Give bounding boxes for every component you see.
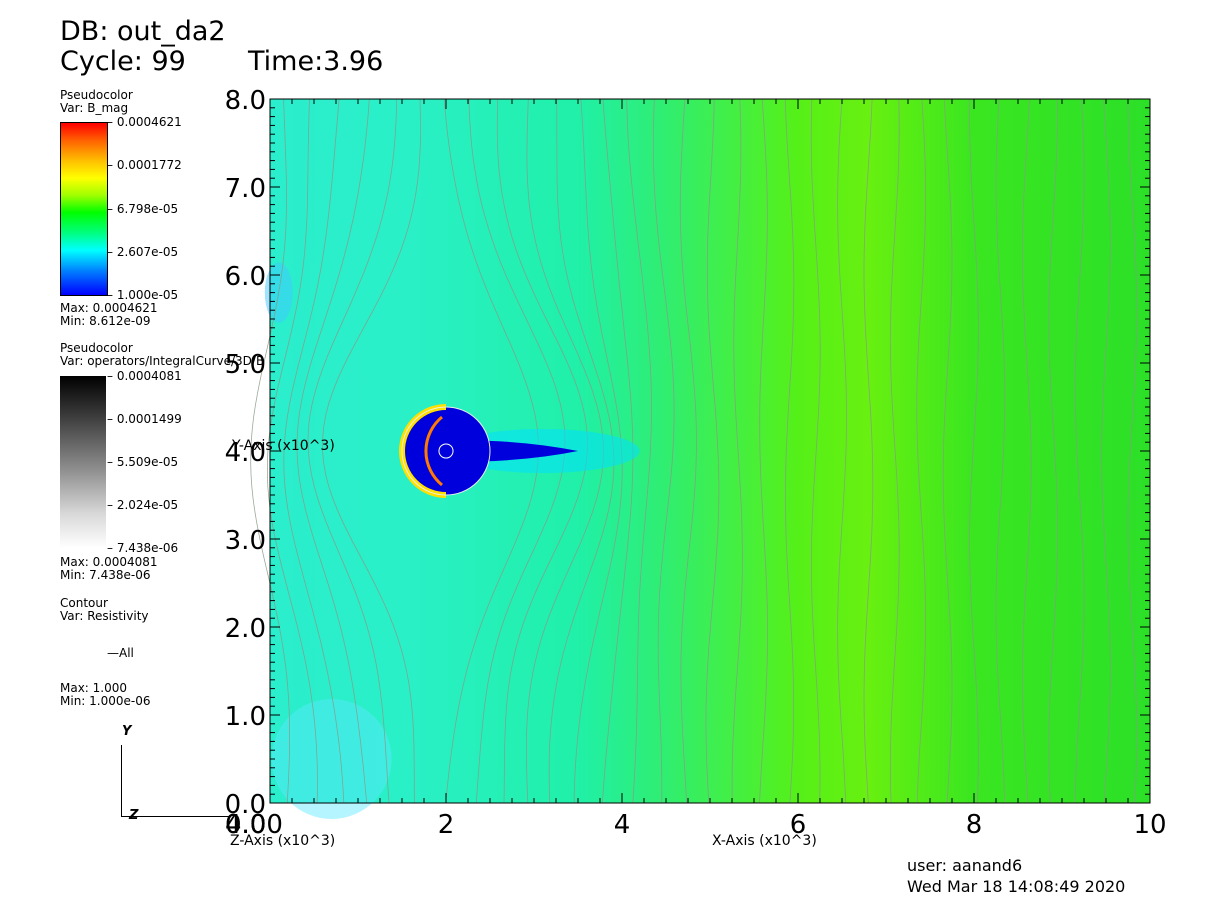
inner-marker	[438, 443, 454, 459]
legend2-max: Max: 0.0004081	[60, 555, 158, 569]
streamline	[296, 98, 370, 804]
triad-z-line	[121, 816, 231, 817]
streamline	[969, 98, 979, 804]
triad-z-label: Z	[129, 808, 139, 823]
x-tick-label: 2	[438, 810, 455, 840]
legend2-tick-2: – 5.509e-05	[107, 455, 179, 469]
y-tick-label: 2.0	[225, 614, 266, 644]
streamline	[890, 98, 900, 804]
cyan-patch	[271, 699, 392, 819]
axis-ticks-layer	[269, 98, 1151, 804]
streamline	[267, 98, 318, 804]
y-tick-label: 8.0	[225, 86, 266, 116]
x-axis-title: X-Axis (x10^3)	[712, 833, 817, 849]
time-label: Time:3.96	[248, 46, 384, 77]
legend2-tick-4: – 7.438e-06	[107, 541, 179, 555]
obstacle-outline	[401, 406, 491, 496]
legend3-var: Var: Resistivity	[60, 609, 149, 623]
legend3-title: Contour	[60, 596, 108, 610]
y-tick-label: 7.0	[225, 174, 266, 204]
legend2-title: Pseudocolor	[60, 341, 133, 355]
legend1-tick-1: – 0.0001772	[107, 158, 182, 172]
streamline	[250, 98, 290, 804]
legend2-tick-0: – 0.0004081	[107, 369, 182, 383]
origin-overlap-label: 4.0	[225, 810, 266, 840]
date-label: Wed Mar 18 14:08:49 2020	[907, 877, 1126, 896]
legend3-entry: —All	[107, 646, 134, 660]
legend2-var: Var: operators/IntegralCurve/3D/B	[60, 354, 265, 368]
x-tick-label: 4	[614, 810, 631, 840]
streamline	[837, 98, 847, 804]
db-title: DB: out_da2	[60, 16, 226, 47]
x-tick-label: 10	[1133, 810, 1166, 840]
streamline	[679, 98, 697, 804]
streamline	[731, 98, 743, 804]
streamline	[1048, 99, 1059, 804]
wake-core	[481, 440, 578, 462]
y-tick-label: 5.0	[225, 350, 266, 380]
x-tick-label: 8	[966, 810, 983, 840]
legend2-min: Min: 7.438e-06	[60, 568, 151, 582]
streamline	[784, 98, 795, 804]
streamline	[1127, 98, 1138, 804]
streamline	[759, 98, 769, 804]
origin-overlap-label: 0.0	[225, 810, 266, 840]
streamline	[1021, 98, 1032, 804]
legend3-max: Max: 1.000	[60, 681, 128, 695]
streamline	[1101, 98, 1111, 804]
legend1-title: Pseudocolor	[60, 88, 133, 102]
z-axis-title: Z-Axis (x10^3)	[230, 833, 336, 849]
legend2-tick-1: – 0.0001499	[107, 412, 182, 426]
y-tick-label: 1.0	[225, 702, 266, 732]
streamline	[322, 98, 421, 804]
legend1-min: Min: 8.612e-09	[60, 314, 151, 328]
streamline	[1074, 98, 1085, 804]
streamline	[283, 98, 345, 804]
legend1-tick-2: – 6.798e-05	[107, 202, 179, 216]
x-tick-labels: 2 4 6 8 10	[438, 810, 1167, 840]
origin-overlap-label: 0.00	[225, 810, 283, 840]
streamline	[942, 98, 953, 804]
triad-y-line	[121, 745, 122, 817]
legend1-colorbar	[60, 122, 108, 296]
y-tick-label: 3.0	[225, 526, 266, 556]
streamline	[307, 98, 397, 804]
legend1-tick-0: – 0.0004621	[107, 115, 182, 129]
streamline	[810, 98, 821, 804]
streamline	[916, 98, 926, 804]
y-tick-label: 0.0	[225, 790, 266, 820]
streamline	[626, 98, 652, 804]
obstacle-fill	[402, 407, 490, 495]
y-tick-labels: 0.01.02.03.04.05.06.07.08.04.00.00.00	[225, 86, 283, 840]
user-label: user: aanand6	[907, 856, 1023, 875]
cyan-region-layer	[264, 262, 392, 819]
legend2-colorbar	[60, 376, 106, 548]
legend1-tick-4: – 1.000e-05	[107, 288, 179, 302]
wake-layer	[446, 429, 640, 473]
legend1-tick-3: – 2.607e-05	[107, 245, 179, 259]
streamline	[652, 98, 675, 804]
y-tick-label: 6.0	[225, 262, 266, 292]
y-tick-label: 4.0	[225, 438, 266, 468]
streamline	[863, 98, 874, 804]
triad-y-label: Y	[122, 724, 132, 739]
legend3-min: Min: 1.000e-06	[60, 694, 151, 708]
legend2-tick-3: – 2.024e-05	[107, 498, 179, 512]
streamline	[705, 98, 720, 804]
cycle-label: Cycle: 99	[60, 46, 186, 77]
legend1-var: Var: B_mag	[60, 101, 129, 115]
streamline	[995, 98, 1006, 804]
x-tick-label: 6	[790, 810, 807, 840]
legend1-max: Max: 0.0004621	[60, 301, 158, 315]
obstacle-bowshock-inner	[424, 415, 443, 487]
y-axis-title: Y-Axis (x10^3)	[232, 438, 335, 454]
obstacle-layer	[399, 404, 491, 498]
